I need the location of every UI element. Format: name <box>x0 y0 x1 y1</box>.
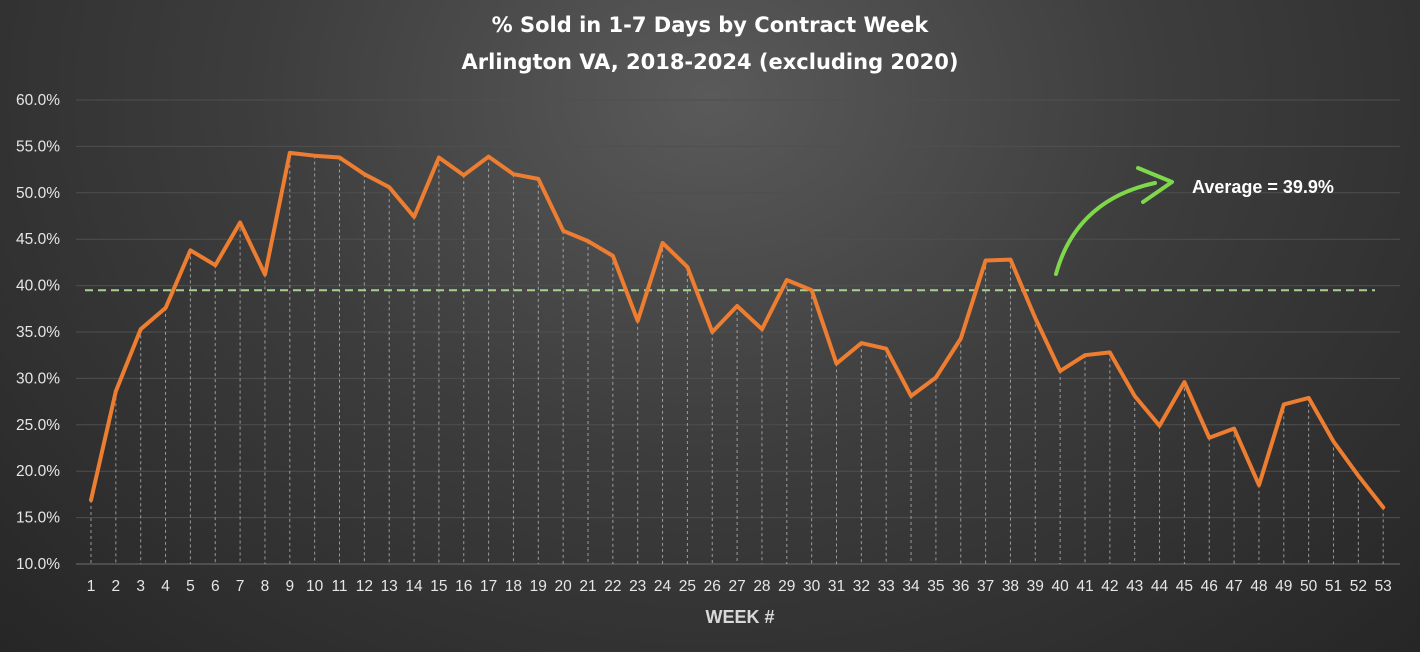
x-tick-label: 36 <box>952 578 969 595</box>
x-tick-label: 24 <box>654 578 672 595</box>
x-tick-label: 11 <box>331 578 347 595</box>
x-tick-label: 32 <box>853 578 870 595</box>
x-tick-label: 20 <box>555 578 573 595</box>
x-tick-label: 45 <box>1176 578 1193 595</box>
x-tick-label: 17 <box>480 578 497 595</box>
series-line-pct-sold <box>89 150 1386 510</box>
x-tick-label: 25 <box>679 578 696 595</box>
x-tick-label: 7 <box>236 578 245 595</box>
x-tick-label: 6 <box>211 578 220 595</box>
arrow-head-icon <box>1136 166 1174 204</box>
average-label: Average = 39.9% <box>1192 177 1334 197</box>
x-tick-label: 35 <box>927 578 944 595</box>
x-tick-label: 42 <box>1101 578 1118 595</box>
y-tick-label: 35.0% <box>16 324 60 341</box>
y-tick-label: 60.0% <box>16 92 60 109</box>
chart-title: % Sold in 1-7 Days by Contract Week <box>492 13 930 37</box>
x-tick-label: 19 <box>530 578 547 595</box>
x-tick-label: 53 <box>1375 578 1392 595</box>
y-tick-label: 15.0% <box>16 510 60 527</box>
x-tick-label: 37 <box>977 578 994 595</box>
x-axis-title: WEEK # <box>705 607 774 627</box>
x-tick-label: 49 <box>1275 578 1292 595</box>
y-tick-label: 10.0% <box>16 556 60 573</box>
x-tick-label: 21 <box>579 578 596 595</box>
x-tick-label: 50 <box>1300 578 1318 595</box>
x-tick-label: 9 <box>285 578 294 595</box>
x-tick-label: 47 <box>1225 578 1242 595</box>
x-tick-label: 23 <box>629 578 646 595</box>
x-tick-label: 1 <box>87 578 96 595</box>
x-tick-label: 26 <box>704 578 721 595</box>
y-tick-label: 25.0% <box>16 417 60 434</box>
x-tick-label: 3 <box>136 578 145 595</box>
y-tick-label: 55.0% <box>16 138 60 155</box>
x-tick-label: 10 <box>306 578 324 595</box>
x-tick-label: 14 <box>405 578 423 595</box>
arrow-icon <box>1054 181 1157 276</box>
drop-lines <box>90 152 1384 564</box>
chart-subtitle: Arlington VA, 2018-2024 (excluding 2020) <box>462 50 959 74</box>
x-tick-label: 18 <box>505 578 522 595</box>
x-tick-label: 34 <box>902 578 920 595</box>
x-tick-label: 31 <box>828 578 845 595</box>
x-tick-label: 27 <box>728 578 745 595</box>
x-tick-label: 15 <box>430 578 447 595</box>
x-tick-label: 41 <box>1076 578 1093 595</box>
y-tick-label: 45.0% <box>16 231 60 248</box>
x-tick-label: 2 <box>112 578 121 595</box>
gridlines <box>76 99 1400 565</box>
y-tick-label: 50.0% <box>16 185 60 202</box>
x-tick-label: 13 <box>381 578 398 595</box>
x-tick-label: 28 <box>753 578 770 595</box>
x-tick-label: 12 <box>356 578 373 595</box>
y-tick-label: 40.0% <box>16 278 60 295</box>
x-tick-label: 8 <box>261 578 270 595</box>
y-axis-tick-labels: 10.0% 15.0% 20.0% 25.0% 30.0% 35.0% 40.0% 45.0%… <box>16 92 60 573</box>
x-tick-label: 48 <box>1250 578 1267 595</box>
x-tick-label: 38 <box>1002 578 1019 595</box>
x-tick-label: 43 <box>1126 578 1143 595</box>
x-tick-label: 51 <box>1325 578 1342 595</box>
x-tick-label: 4 <box>161 578 170 595</box>
average-annotation: Average = 39.9% <box>1054 166 1334 276</box>
x-axis-tick-labels: 1 2 3 4 5 6 7 8 9 10 11 12 13 14 15 16 17 18 19 20 21 22 23 24 2… <box>87 578 1392 595</box>
y-tick-label: 30.0% <box>16 370 60 387</box>
x-tick-label: 44 <box>1151 578 1169 595</box>
x-tick-label: 16 <box>455 578 472 595</box>
x-tick-label: 46 <box>1201 578 1218 595</box>
x-tick-label: 5 <box>186 578 195 595</box>
x-tick-label: 29 <box>778 578 795 595</box>
x-tick-label: 52 <box>1350 578 1367 595</box>
x-tick-label: 40 <box>1052 578 1070 595</box>
x-tick-label: 39 <box>1027 578 1044 595</box>
x-tick-label: 22 <box>604 578 621 595</box>
y-tick-label: 20.0% <box>16 463 60 480</box>
x-tick-label: 33 <box>878 578 895 595</box>
x-tick-label: 30 <box>803 578 821 595</box>
